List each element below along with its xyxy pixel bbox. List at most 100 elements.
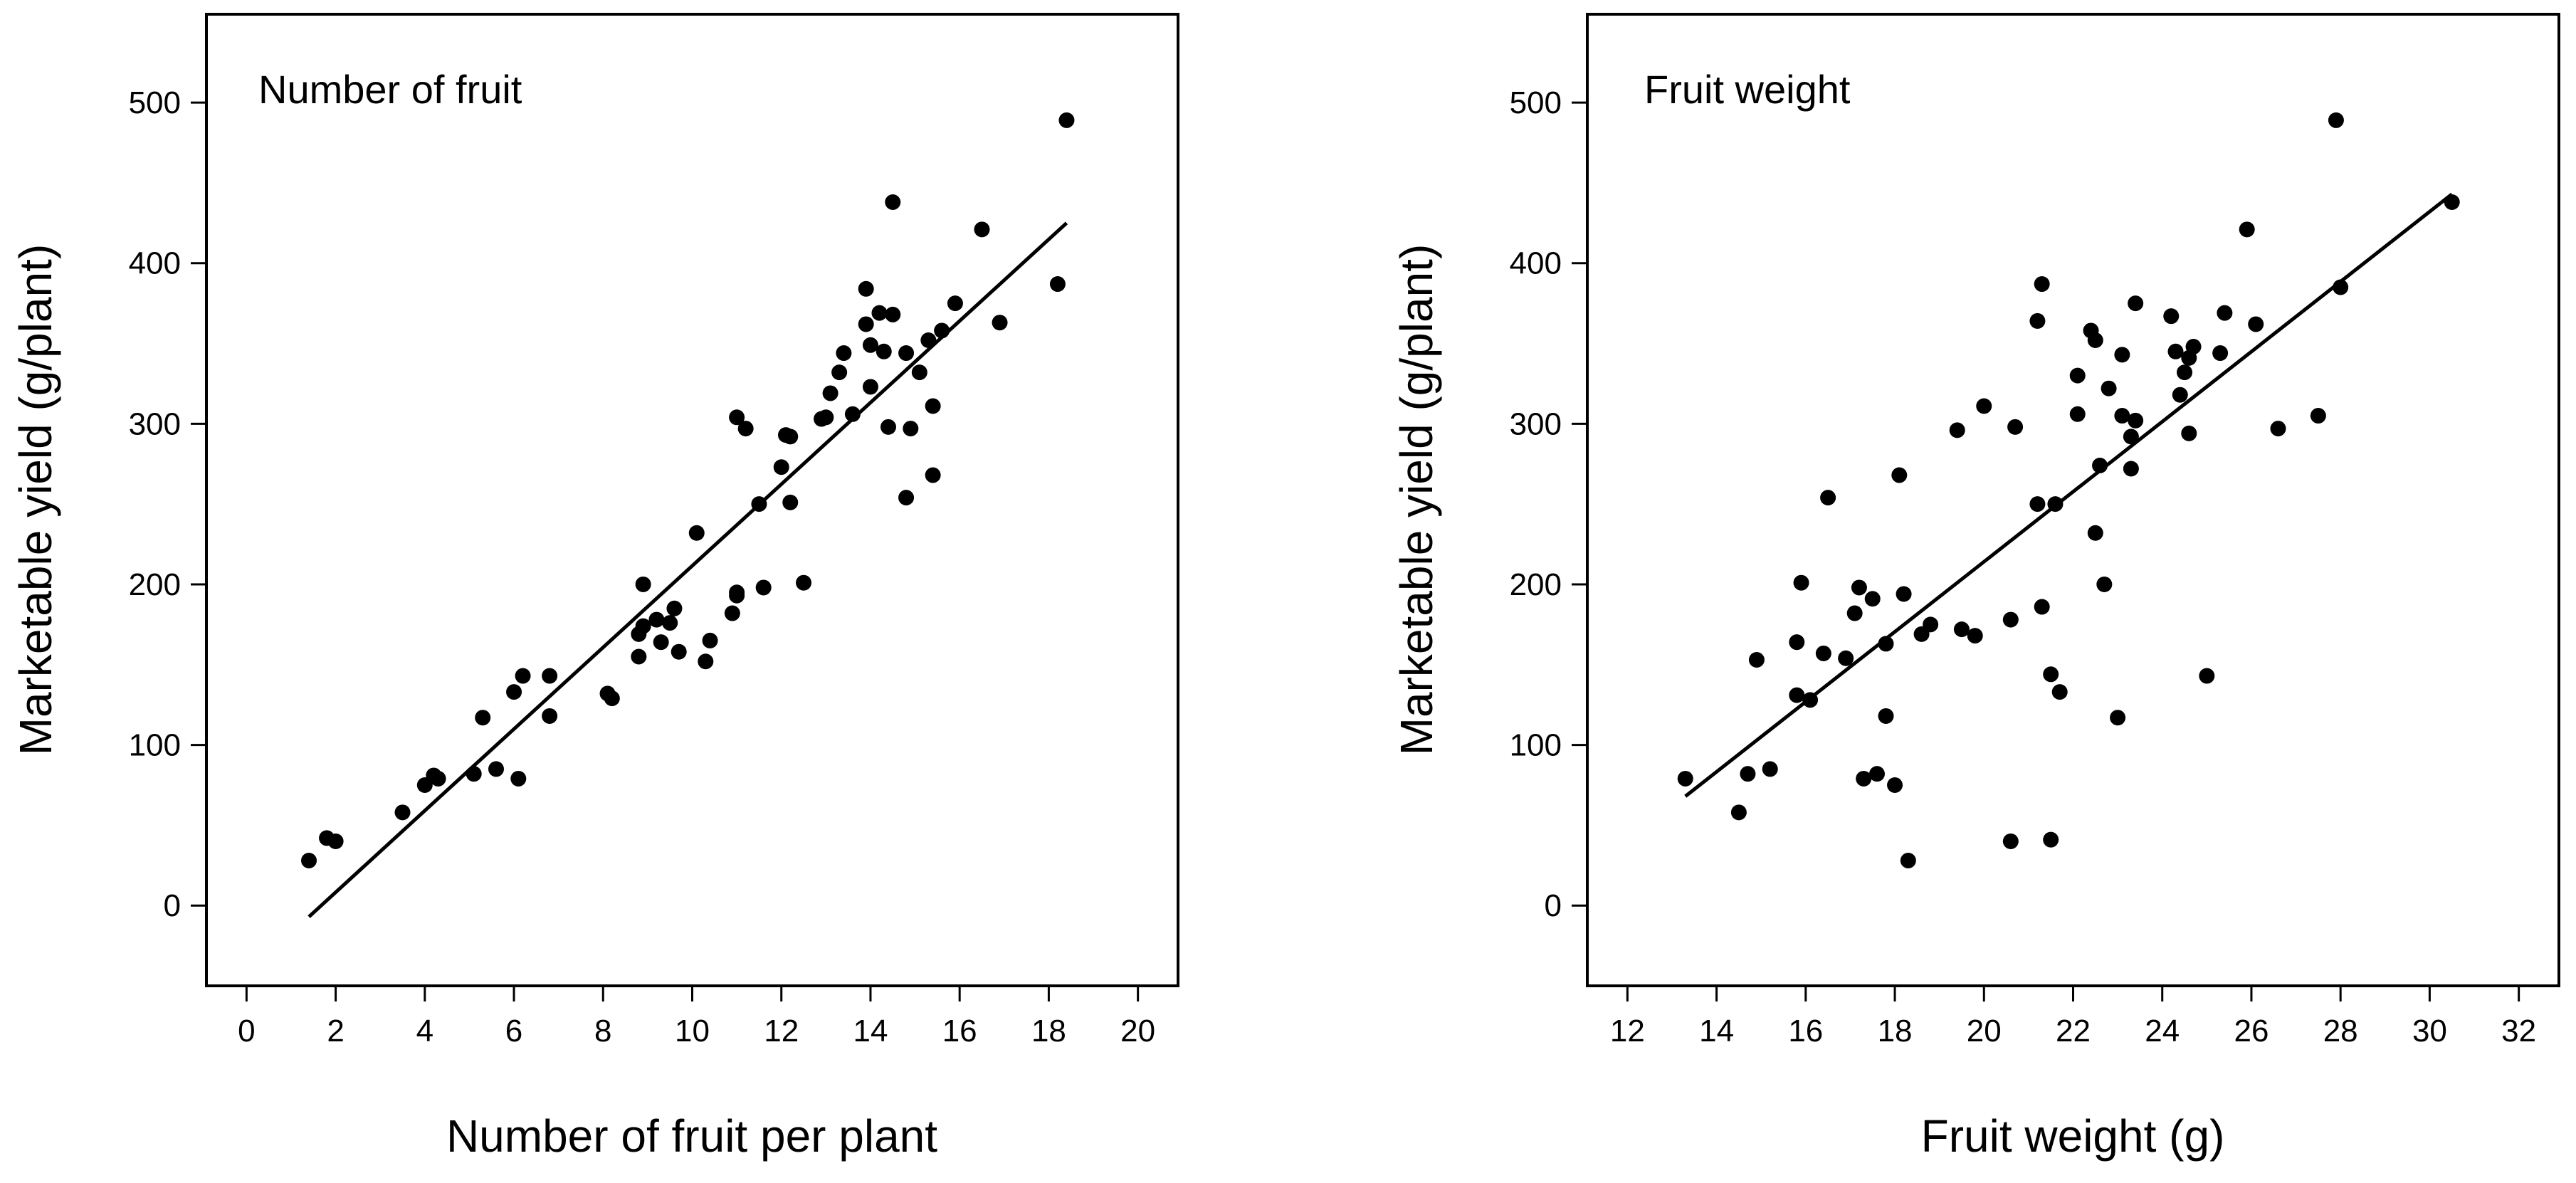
data-point (1802, 692, 1819, 708)
data-point (2128, 295, 2144, 312)
data-point (1953, 621, 1970, 638)
regression-line (307, 221, 1068, 918)
data-point (1967, 628, 1983, 644)
data-point (702, 632, 718, 648)
data-point (1900, 853, 1916, 869)
x-tick-label: 0 (238, 1014, 255, 1048)
data-point (822, 385, 838, 401)
data-point (327, 833, 344, 849)
data-point (1815, 645, 1831, 661)
data-point (755, 579, 772, 596)
data-point (1789, 634, 1805, 651)
y-tick-label: 500 (1510, 85, 1562, 120)
data-point (920, 332, 937, 349)
data-point (876, 343, 892, 359)
panel-number-of-fruit: Number of fruit 0 100 200 300 400 500 0 2 4 6 8 10… (10, 13, 1179, 1162)
data-point (2248, 316, 2264, 332)
data-point (2069, 406, 2086, 422)
data-point (2172, 387, 2188, 403)
data-point (1896, 586, 1912, 602)
data-point (1789, 687, 1805, 703)
data-point (635, 618, 651, 634)
data-point (724, 605, 740, 621)
x-axis-label: Number of fruit per plant (446, 1110, 937, 1162)
x-tick-label: 12 (1610, 1014, 1645, 1048)
data-point (430, 770, 446, 787)
data-point (2212, 345, 2229, 362)
data-point (1856, 770, 1872, 787)
data-point (1730, 804, 1747, 821)
y-tick-label: 300 (129, 406, 181, 441)
data-point (2114, 408, 2130, 424)
data-point (885, 194, 901, 210)
data-point (2110, 710, 2126, 726)
data-point (2029, 312, 2046, 329)
data-point (2333, 279, 2349, 295)
data-point (2069, 367, 2086, 384)
data-point (2123, 461, 2139, 477)
fit-lines (307, 221, 1068, 918)
data-point (2087, 525, 2103, 541)
x-tick-label: 24 (2145, 1014, 2180, 1048)
y-ticks: 0 100 200 300 400 500 (1510, 85, 1587, 923)
y-axis-label: Marketable yield (g/plant) (10, 244, 61, 756)
data-point (1820, 490, 1836, 506)
data-point (301, 853, 317, 869)
data-point (934, 322, 950, 339)
data-point (729, 584, 745, 601)
x-ticks: 12 14 16 18 20 22 24 26 28 30 32 (1610, 986, 2536, 1048)
data-point (542, 708, 558, 724)
data-point (2002, 833, 2019, 849)
data-point (1887, 777, 1903, 793)
data-point (858, 280, 874, 297)
y-axis-label: Marketable yield (g/plant) (1391, 244, 1442, 756)
data-point (2128, 412, 2144, 428)
data-point (992, 315, 1008, 331)
data-point (2092, 457, 2108, 473)
x-tick-label: 20 (1120, 1014, 1155, 1048)
x-tick-label: 20 (1967, 1014, 2002, 1048)
x-tick-label: 6 (505, 1014, 522, 1048)
data-point (925, 467, 941, 483)
data-point (1748, 651, 1765, 668)
data-point (1923, 616, 1939, 633)
data-point (1058, 112, 1075, 128)
data-point (782, 494, 799, 510)
y-tick-label: 0 (164, 888, 181, 923)
x-tick-label: 18 (1878, 1014, 1913, 1048)
x-tick-label: 10 (675, 1014, 710, 1048)
data-point (2029, 496, 2046, 512)
x-tick-label: 30 (2412, 1014, 2447, 1048)
x-tick-label: 14 (1699, 1014, 1734, 1048)
data-point (2177, 364, 2193, 381)
data-point (925, 398, 941, 414)
data-point (2101, 380, 2117, 396)
data-point (2167, 343, 2184, 359)
y-ticks: 0 100 200 300 400 500 (129, 85, 206, 923)
data-point (635, 576, 651, 592)
data-point (903, 421, 919, 437)
panel-title: Fruit weight (1644, 67, 1851, 112)
data-point (2217, 305, 2233, 321)
data-points (1677, 112, 2460, 869)
data-point (688, 525, 705, 541)
y-tick-label: 100 (129, 728, 181, 763)
data-point (898, 490, 915, 506)
data-point (818, 409, 834, 426)
x-tick-label: 32 (2501, 1014, 2536, 1048)
data-point (1049, 276, 1066, 293)
data-point (911, 364, 927, 381)
data-point (782, 428, 799, 445)
data-point (515, 668, 531, 684)
data-point (737, 421, 754, 437)
data-point (2051, 684, 2068, 700)
data-point (604, 690, 620, 707)
data-point (2034, 599, 2050, 615)
data-point (880, 419, 897, 435)
data-point (1868, 766, 1885, 782)
data-point (1878, 636, 1894, 652)
x-tick-label: 4 (416, 1014, 433, 1048)
data-point (2043, 666, 2059, 683)
data-point (1864, 591, 1881, 607)
